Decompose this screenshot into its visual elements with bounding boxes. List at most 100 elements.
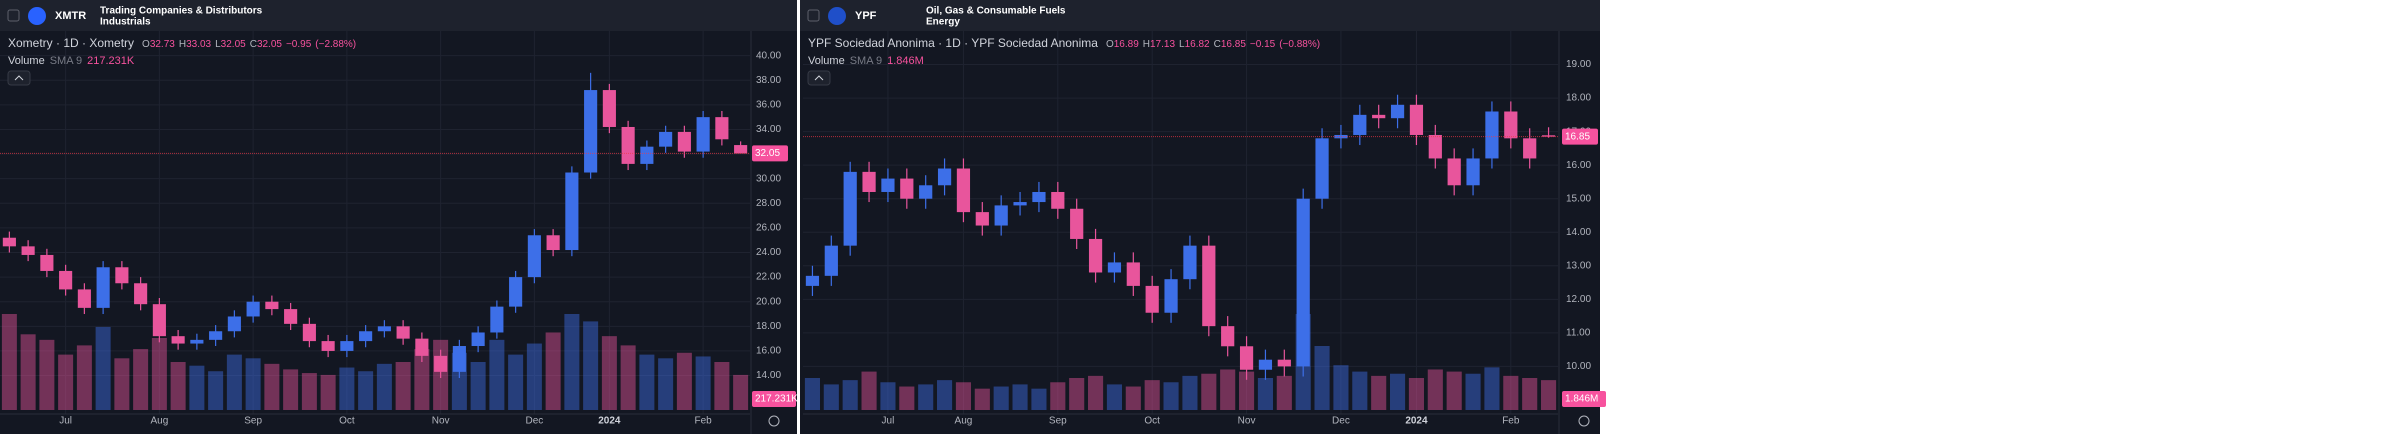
volume-bar <box>170 362 186 410</box>
candle-body <box>659 131 673 147</box>
ohlc-letter: C <box>1214 39 1221 50</box>
candle-body <box>1126 262 1140 286</box>
candle-body <box>1145 285 1159 313</box>
candle-body <box>21 246 35 255</box>
volume-bar <box>658 358 674 410</box>
candle-body <box>956 168 971 213</box>
volume-bar <box>151 338 167 410</box>
volume-bar <box>1465 373 1481 410</box>
ohlc-letter: O <box>142 39 150 50</box>
volume-bar <box>114 358 130 410</box>
candle-body <box>1088 238 1103 273</box>
candle-body <box>1334 134 1348 139</box>
last-price-badge <box>752 145 788 162</box>
settings-button[interactable] <box>1578 415 1590 427</box>
collapse-button[interactable] <box>807 70 831 86</box>
x-tick-label: Aug <box>955 416 973 427</box>
candle-body <box>415 338 429 356</box>
volume-bar <box>1 314 17 410</box>
symbol: XMTR <box>55 10 86 22</box>
volume-bar <box>320 374 336 410</box>
change-pct: (−2.88%) <box>315 39 356 50</box>
checkbox[interactable] <box>807 9 820 22</box>
volume-bar <box>189 365 205 410</box>
volume-bar <box>1012 384 1028 410</box>
x-tick-label: Nov <box>432 416 450 427</box>
candle-body <box>1258 359 1273 370</box>
volume-badge <box>752 391 796 407</box>
volume-badge-label: 1.846M <box>1565 394 1598 405</box>
y-tick-label: 11.00 <box>1566 327 1591 338</box>
volume-legend: Volume SMA 9 217.231K <box>8 55 135 67</box>
x-tick-label: Feb <box>695 416 713 427</box>
candle-body <box>937 168 952 186</box>
candle-body <box>843 171 857 246</box>
candle-body <box>227 316 241 332</box>
candle-body <box>59 270 73 290</box>
volume-bar <box>1201 373 1217 410</box>
candle-body <box>115 267 129 284</box>
y-tick-label: 28.00 <box>756 198 781 209</box>
volume-bar <box>1446 371 1462 410</box>
candle-body <box>377 326 391 332</box>
volume-bar <box>395 362 411 410</box>
volume-bar <box>823 384 839 410</box>
candle-body <box>1183 245 1197 280</box>
volume-bar <box>76 345 92 410</box>
collapse-button[interactable] <box>7 70 31 86</box>
volume-bar <box>1239 371 1255 410</box>
candle-body <box>1239 346 1254 370</box>
sector: Industrials <box>100 17 151 28</box>
volume-bar <box>804 378 820 410</box>
volume-bar <box>376 363 392 410</box>
volume-bar <box>1427 369 1443 410</box>
y-tick-label: 16.00 <box>756 346 781 357</box>
panel-background <box>0 0 797 434</box>
x-tick-label: Aug <box>150 416 168 427</box>
volume-bar <box>1106 384 1122 410</box>
volume-bar <box>208 371 224 410</box>
checkbox[interactable] <box>7 9 20 22</box>
last-price-label: 32.05 <box>755 148 780 159</box>
candle-body <box>919 185 933 199</box>
candle-body <box>1353 114 1367 135</box>
volume-sma: 217.231K <box>87 55 135 67</box>
change-pct: (−0.88%) <box>1279 39 1320 50</box>
candle-body <box>546 235 560 251</box>
volume-bar <box>20 334 36 410</box>
collapse-chevron <box>14 75 24 81</box>
ohlc-value: 16.89 <box>1114 39 1139 50</box>
settings-button[interactable] <box>768 415 780 427</box>
y-tick-label: 36.00 <box>756 99 781 110</box>
volume-bar <box>733 374 749 410</box>
x-tick-label: Oct <box>339 416 355 427</box>
candle-body <box>190 339 204 344</box>
candle-body <box>321 341 335 351</box>
volume-study: SMA 9 <box>50 55 82 67</box>
candle-body <box>1315 138 1329 199</box>
y-tick-label: 22.00 <box>756 272 781 283</box>
volume-bar <box>695 356 711 410</box>
x-tick-label: Feb <box>1502 416 1520 427</box>
volume-bar <box>39 339 55 410</box>
ohlc-letter: C <box>250 39 257 50</box>
x-tick-label: Jul <box>59 416 72 427</box>
volume-bar <box>1522 378 1538 410</box>
ohlc-value: 33.03 <box>186 39 211 50</box>
volume-bar <box>508 354 524 410</box>
volume-bar <box>861 371 877 410</box>
volume-bar <box>133 349 149 410</box>
candle-body <box>340 341 354 351</box>
candle-body <box>1202 245 1216 327</box>
y-tick-label: 10.00 <box>1566 361 1591 372</box>
symbol: YPF <box>855 10 877 22</box>
volume-bar <box>1390 373 1406 410</box>
volume-bar <box>414 349 430 410</box>
symbol-logo <box>28 7 46 25</box>
header-bar <box>800 0 1600 31</box>
y-tick-label: 15.00 <box>1566 193 1591 204</box>
candle-body <box>1032 191 1046 203</box>
candle-body <box>696 117 710 152</box>
candle-body <box>621 126 635 164</box>
